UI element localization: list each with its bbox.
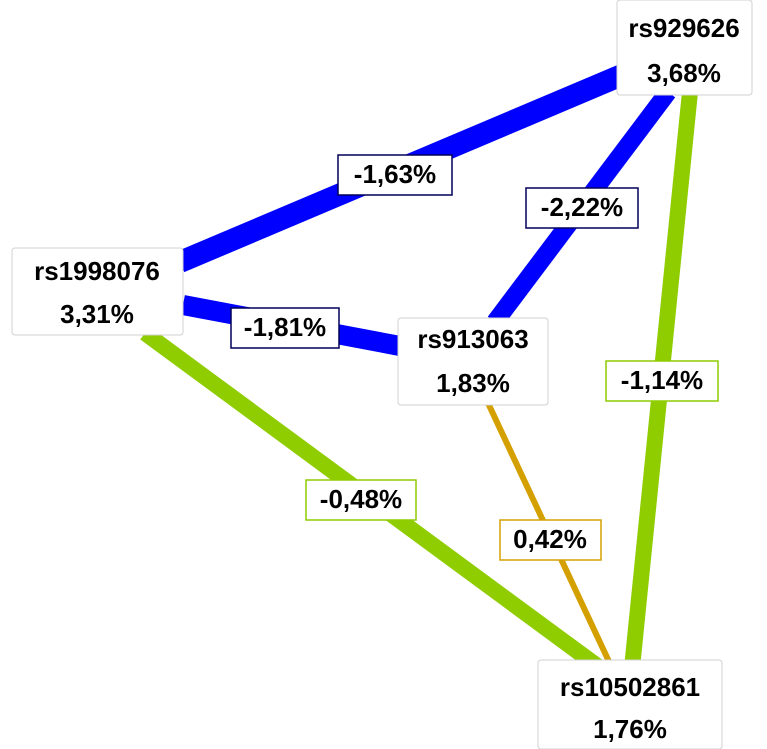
node: rs10502861 1,76% [537, 659, 723, 749]
node-name: rs1998076 [34, 256, 160, 286]
node: rs929626 3,68% [616, 0, 753, 96]
edge-label-text: 0,42% [513, 524, 587, 554]
edge-label-box [230, 307, 340, 349]
node-name: rs929626 [628, 13, 739, 43]
edge-label-text: -0,48% [320, 484, 402, 514]
edge-label-box [305, 479, 417, 521]
node-value: 3,31% [60, 299, 134, 329]
node: rs1998076 3,31% [11, 247, 184, 336]
node-name: rs10502861 [560, 672, 700, 702]
edge-label: -1,81% [230, 307, 340, 349]
edge-label-text: -1,14% [621, 365, 703, 395]
node-box [397, 317, 549, 406]
edge-label-box [499, 519, 602, 561]
edge-label-box [525, 187, 639, 229]
node-name: rs913063 [417, 324, 528, 354]
node-value: 1,76% [593, 714, 667, 744]
edge-label-box [605, 360, 719, 402]
edge-label: -1,14% [605, 360, 719, 402]
node-box [11, 247, 184, 336]
node-box [537, 659, 723, 749]
edge-label: -1,63% [337, 154, 453, 196]
edge-label-text: -1,81% [244, 312, 326, 342]
edge-label: 0,42% [499, 519, 602, 561]
node: rs913063 1,83% [397, 317, 549, 406]
edge-label: -0,48% [305, 479, 417, 521]
edge-label-box [337, 154, 453, 196]
edge-label: -2,22% [525, 187, 639, 229]
node-value: 3,68% [647, 58, 721, 88]
node-value: 1,83% [436, 368, 510, 398]
edge-label-text: -2,22% [541, 192, 623, 222]
node-box [616, 0, 753, 96]
edge-label-text: -1,63% [354, 159, 436, 189]
